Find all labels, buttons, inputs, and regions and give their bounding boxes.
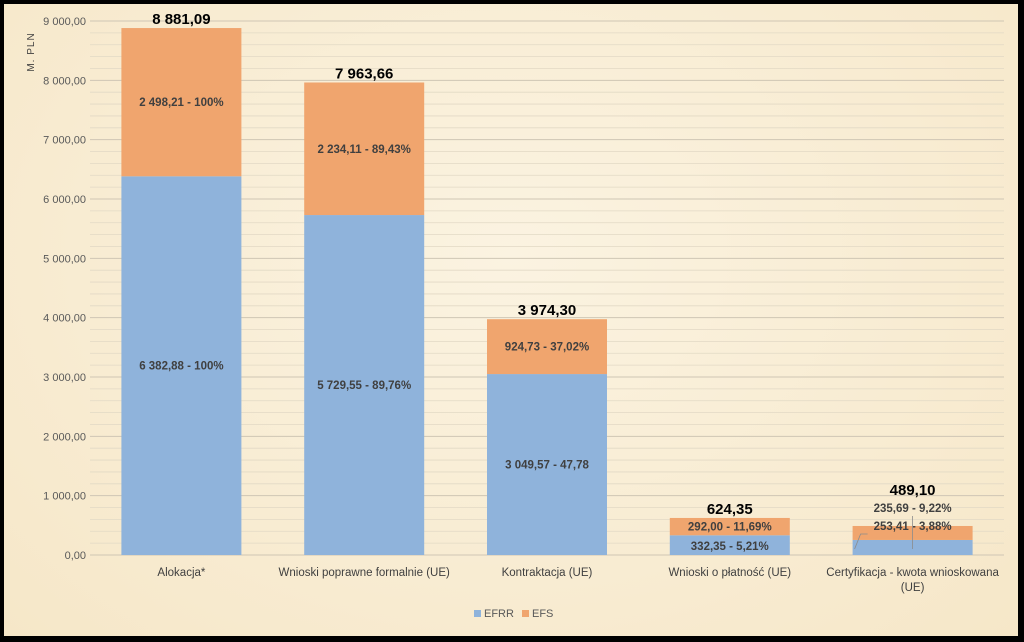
data-label-efrr: 332,35 - 5,21% <box>691 541 769 553</box>
legend-label-efrr: EFRR <box>484 608 514 620</box>
legend: EFRR EFS <box>474 608 553 620</box>
total-label: 3 974,30 <box>518 302 576 319</box>
y-tick-label: 3 000,00 <box>43 372 86 384</box>
y-tick-label: 1 000,00 <box>43 491 86 503</box>
category-label: Certyfikacja - kwota wnioskowana <box>826 567 999 579</box>
category-labels: Alokacja* Wnioski poprawne formalnie (UE)… <box>157 567 999 594</box>
category-label: Alokacja* <box>157 567 205 579</box>
bar-efrr-3 <box>669 535 790 555</box>
total-label: 7 963,66 <box>335 65 393 82</box>
bars <box>121 28 973 556</box>
segment-labels: 6 382,88 - 100% 2 498,21 - 100% 5 729,55 -… <box>139 97 951 553</box>
y-tick-label: 2 000,00 <box>43 431 86 443</box>
data-label-efs: 235,69 - 9,22% <box>874 503 952 515</box>
stacked-bar-chart: 0,00 1 000,00 2 000,00 3 000,00 4 000,00 5 00… <box>26 11 1004 620</box>
y-tick-label: 5 000,00 <box>43 253 86 265</box>
total-label: 8 881,09 <box>152 11 210 28</box>
category-label: Wnioski poprawne formalnie (UE) <box>279 567 450 579</box>
category-label: Wnioski o płatność (UE) <box>668 567 791 579</box>
total-labels: 8 881,09 7 963,66 3 974,30 624,35 489,10 <box>152 11 935 518</box>
category-label: (UE) <box>901 582 925 594</box>
total-label: 489,10 <box>890 482 936 499</box>
data-label-efrr: 3 049,57 - 47,78 <box>505 460 589 472</box>
bar-efs-2 <box>487 319 607 375</box>
y-tick-label: 9 000,00 <box>43 16 86 28</box>
y-tick-label: 6 000,00 <box>43 194 86 206</box>
bar-efrr-0 <box>121 176 242 555</box>
data-label-efs: 2 234,11 - 89,43% <box>318 144 411 156</box>
total-label: 624,35 <box>707 501 753 518</box>
category-label: Kontraktacja (UE) <box>502 567 593 579</box>
leader-line <box>854 533 868 550</box>
data-label-efrr: 6 382,88 - 100% <box>139 361 223 373</box>
y-tick-label: 7 000,00 <box>43 135 86 147</box>
y-tick-label: 4 000,00 <box>43 313 86 325</box>
y-axis-label: M. PLN <box>26 32 37 71</box>
y-tick-label: 0,00 <box>65 550 86 562</box>
y-axis-ticks: 0,00 1 000,00 2 000,00 3 000,00 4 000,00 5 00… <box>43 16 86 562</box>
data-label-efrr: 5 729,55 - 89,76% <box>317 380 411 392</box>
bar-efs-0 <box>121 28 242 177</box>
data-label-efs: 2 498,21 - 100% <box>139 97 223 109</box>
legend-swatch-efrr <box>474 610 481 617</box>
bar-efrr-2 <box>487 374 607 555</box>
chart-frame: 0,00 1 000,00 2 000,00 3 000,00 4 000,00 5 00… <box>4 4 1018 636</box>
legend-label-efs: EFS <box>532 608 553 620</box>
data-label-efs: 292,00 - 11,69% <box>688 522 772 534</box>
bar-efrr-1 <box>304 215 425 556</box>
bar-efs-3 <box>669 517 790 536</box>
y-tick-label: 8 000,00 <box>43 75 86 87</box>
bar-efs-1 <box>304 82 425 216</box>
legend-swatch-efs <box>522 610 529 617</box>
data-label-efs: 924,73 - 37,02% <box>505 342 589 354</box>
